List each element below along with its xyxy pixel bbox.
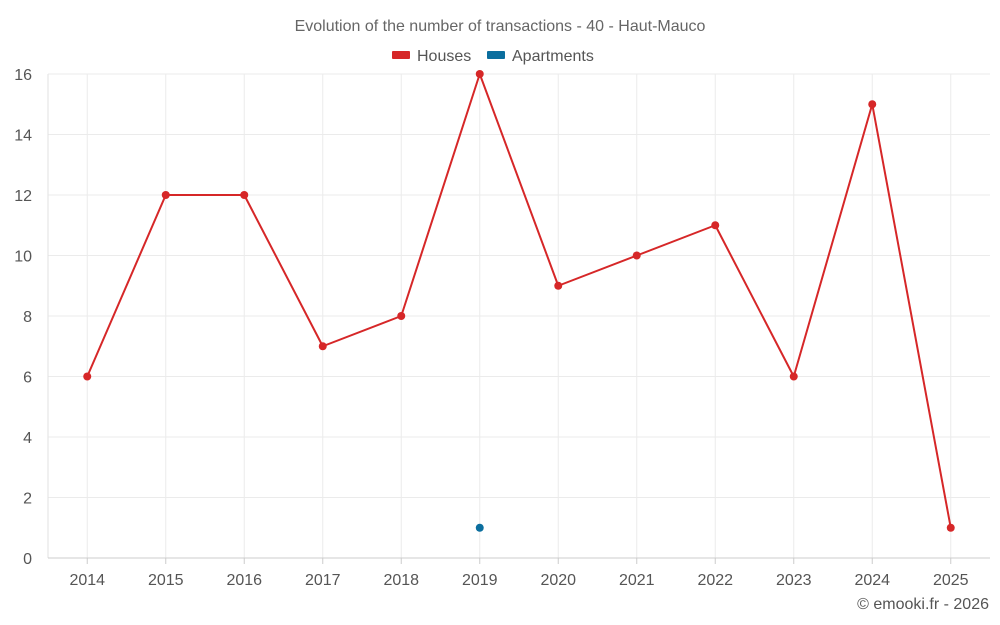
y-tick-label: 0: [23, 551, 32, 568]
x-tick-label: 2021: [619, 572, 655, 589]
x-tick-label: 2015: [148, 572, 184, 589]
y-tick-label: 16: [14, 67, 32, 84]
data-point-houses[interactable]: [554, 281, 563, 290]
legend-swatch-houses: [392, 51, 410, 59]
x-tick-label: 2018: [383, 572, 419, 589]
x-tick-label: 2016: [226, 572, 262, 589]
x-tick-label: 2024: [854, 572, 890, 589]
data-point-houses[interactable]: [789, 372, 798, 381]
credit-text: © emooki.fr - 2026: [857, 596, 989, 613]
series: [83, 70, 955, 532]
data-point-houses[interactable]: [475, 70, 484, 78]
y-tick-label: 14: [14, 128, 32, 145]
data-point-houses[interactable]: [711, 221, 720, 230]
legend-swatch-apartments: [487, 51, 505, 59]
chart-title: Evolution of the number of transactions …: [295, 18, 706, 35]
data-point-houses[interactable]: [946, 523, 955, 532]
x-tick-label: 2019: [462, 572, 498, 589]
data-point-houses[interactable]: [868, 100, 877, 109]
x-tick-label: 2022: [697, 572, 733, 589]
data-point-houses[interactable]: [632, 251, 641, 260]
data-point-houses[interactable]: [161, 191, 170, 199]
legend-item-apartments[interactable]: Apartments: [487, 48, 594, 65]
y-tick-label: 8: [23, 309, 32, 326]
y-tick-label: 10: [14, 249, 32, 266]
y-tick-label: 4: [23, 430, 32, 447]
x-tick-label: 2020: [540, 572, 576, 589]
legend-label-houses: Houses: [417, 48, 471, 65]
y-tick-label: 12: [14, 188, 32, 205]
data-point-houses[interactable]: [318, 342, 327, 351]
x-tick-label: 2014: [69, 572, 105, 589]
legend: Houses Apartments: [392, 48, 594, 65]
y-tick-label: 2: [23, 491, 32, 508]
x-tick-label: 2023: [776, 572, 812, 589]
data-point-houses[interactable]: [240, 191, 249, 199]
y-tick-label: 6: [23, 370, 32, 387]
legend-item-houses[interactable]: Houses: [392, 48, 471, 65]
x-tick-label: 2025: [933, 572, 969, 589]
data-point-houses[interactable]: [397, 312, 406, 320]
data-point-apartments[interactable]: [475, 523, 484, 532]
series-line-houses: [86, 73, 952, 528]
x-tick-label: 2017: [305, 572, 341, 589]
legend-label-apartments: Apartments: [512, 48, 594, 65]
axes: 0 2 4 6 8 10 12 14 16 2014 2015 2016 2017 2018 2019 202…: [14, 67, 990, 589]
data-point-houses[interactable]: [83, 372, 92, 381]
grid: [48, 73, 990, 559]
